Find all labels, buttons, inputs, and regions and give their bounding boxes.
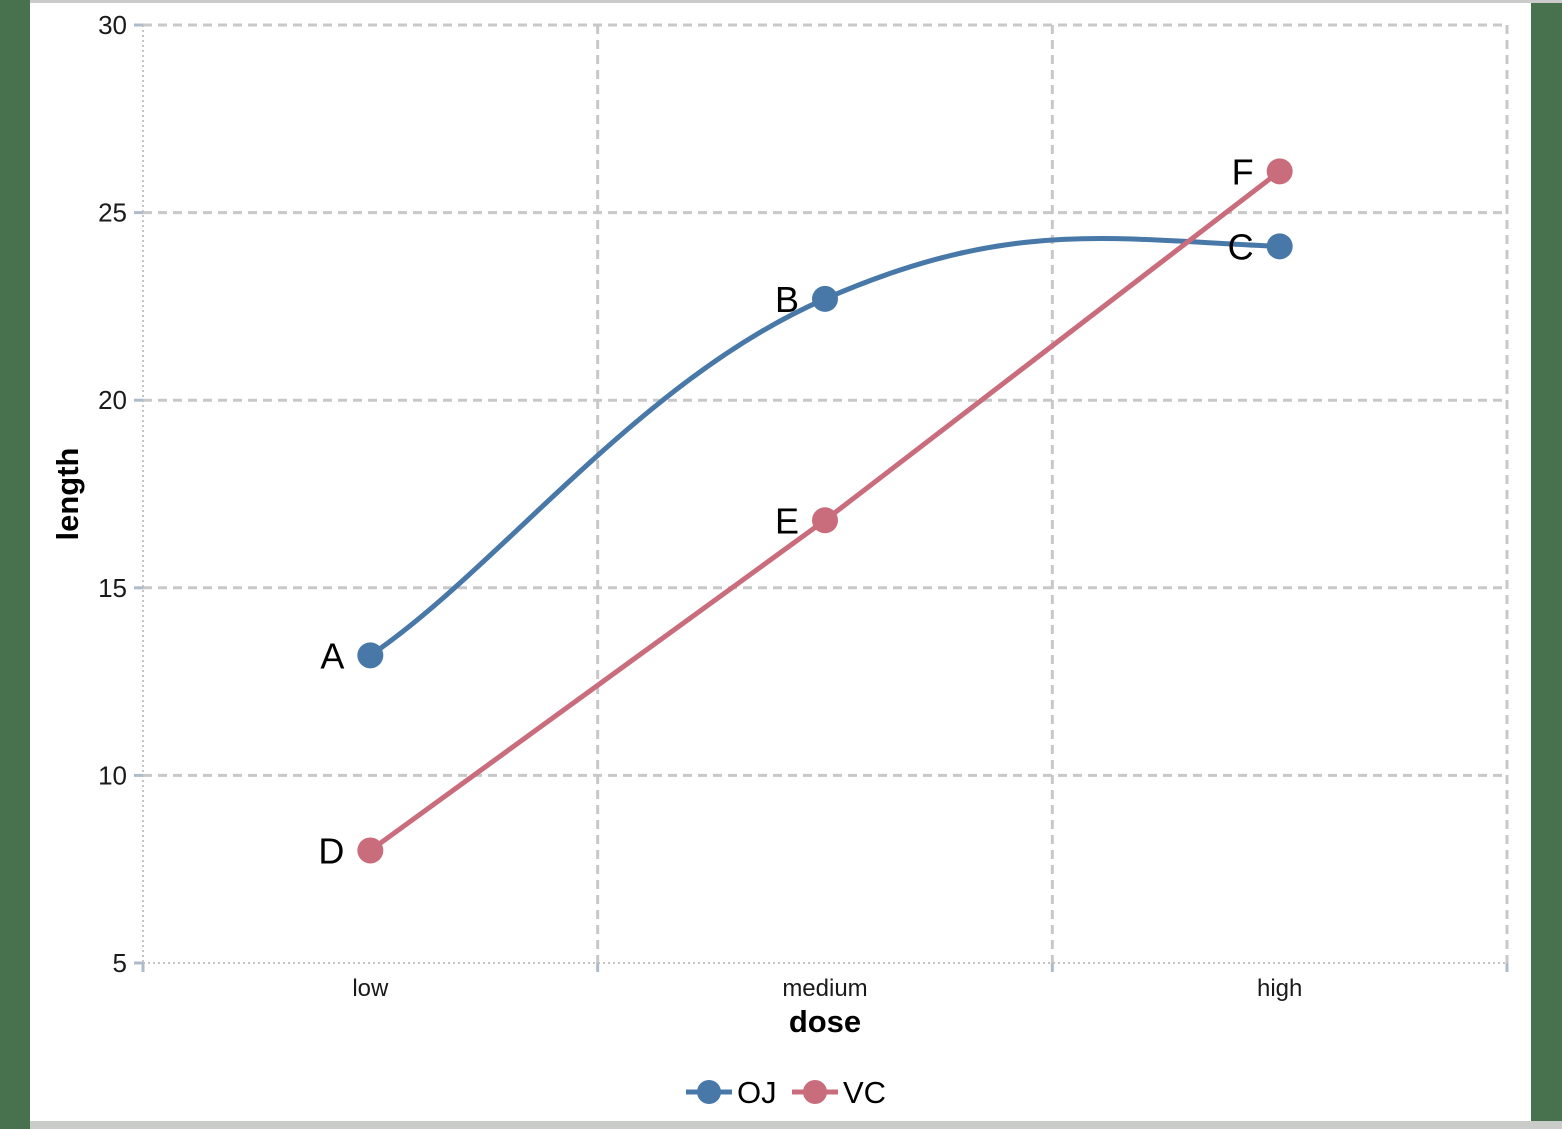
x-axis-title: dose: [789, 1004, 861, 1039]
y-tick-label-20: 20: [98, 385, 127, 415]
point-label-e: E: [775, 500, 799, 541]
y-tick-label-10: 10: [98, 760, 127, 790]
y-tick-label-5: 5: [113, 948, 127, 978]
point-label-c: C: [1228, 226, 1254, 267]
y-tick-label-25: 25: [98, 198, 127, 228]
y-tick-label-15: 15: [98, 573, 127, 603]
x-tick-label-medium: medium: [782, 975, 867, 1002]
chart-page: 5 10 15 20 25 30 low medium high dose length A B C D E F…: [30, 3, 1531, 1121]
point-label-f: F: [1232, 151, 1254, 192]
top-border-strip: [30, 0, 1562, 3]
data-point-f: [1266, 158, 1293, 185]
y-tick-label-30: 30: [98, 10, 127, 40]
x-tick-label-high: high: [1257, 975, 1302, 1002]
data-point-c: [1266, 233, 1293, 260]
y-axis-title: length: [50, 448, 85, 541]
data-point-a: [357, 642, 384, 669]
legend-label-oj: OJ: [737, 1075, 777, 1110]
x-tick-label-low: low: [352, 975, 389, 1002]
point-label-d: D: [318, 830, 344, 871]
legend-marker-vc: [803, 1080, 827, 1104]
legend-label-vc: VC: [843, 1075, 886, 1110]
bottom-border-strip: [30, 1121, 1562, 1129]
legend-marker-oj: [697, 1080, 721, 1104]
data-point-b: [812, 285, 838, 312]
data-point-e: [812, 507, 838, 534]
data-point-d: [357, 837, 384, 864]
point-label-a: A: [320, 635, 344, 676]
point-label-b: B: [775, 279, 799, 320]
